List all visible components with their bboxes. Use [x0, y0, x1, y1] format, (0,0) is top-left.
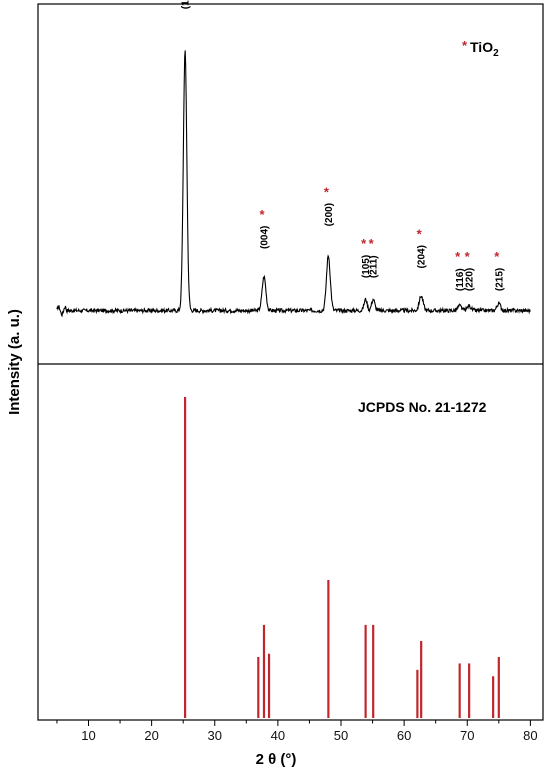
peak-label-0: (101): [181, 0, 192, 9]
x-tick-label-0: 10: [81, 728, 95, 743]
x-tick-label-4: 50: [334, 728, 348, 743]
xrd-trace-line: [56, 50, 531, 318]
bottom-panel-reference-pattern: JCPDS No. 21-1272: [183, 397, 500, 718]
x-tick-label-2: 30: [208, 728, 222, 743]
peak-label-5: (204): [417, 245, 428, 268]
peak-label-7: (220): [465, 268, 476, 291]
legend-label: TiO2: [470, 39, 499, 59]
peak-marker-8: *: [494, 249, 500, 264]
reference-sticks: [183, 397, 500, 718]
peak-label-8: (215): [494, 268, 505, 291]
x-tick-label-7: 80: [523, 728, 537, 743]
peak-label-3: (105): [361, 255, 372, 278]
peak-marker-2: *: [324, 184, 330, 199]
x-tick-label-1: 20: [144, 728, 158, 743]
peak-marker-5: *: [417, 226, 423, 241]
peak-marker-4: *: [369, 236, 375, 251]
peak-label-1: (004): [259, 226, 270, 249]
x-tick-label-6: 70: [460, 728, 474, 743]
peak-marker-3: *: [361, 236, 367, 251]
peak-labels: (101)*(004)*(200)*(105)*(211)*(204)*(116…: [181, 0, 506, 291]
peak-marker-1: *: [259, 207, 265, 222]
x-axis: 10 20 30 40 50 60 70 80: [56, 720, 538, 743]
top-legend: * TiO2: [462, 38, 499, 59]
legend-marker: *: [462, 38, 468, 53]
peak-label-4: (211): [369, 255, 380, 278]
plot-frame: [37, 3, 544, 721]
x-axis-title: 2 θ (°): [256, 751, 297, 768]
peak-label-6: (116): [455, 268, 466, 291]
x-tick-label-3: 40: [271, 728, 285, 743]
top-panel-xrd-pattern: (101)*(004)*(200)*(105)*(211)*(204)*(116…: [56, 0, 531, 318]
peak-label-2: (200): [324, 203, 335, 226]
reference-legend: JCPDS No. 21-1272: [358, 399, 487, 415]
y-axis-title: Intensity (a. u.): [6, 309, 23, 415]
peak-marker-7: *: [465, 249, 471, 264]
peak-marker-6: *: [455, 249, 461, 264]
x-tick-label-5: 60: [397, 728, 411, 743]
